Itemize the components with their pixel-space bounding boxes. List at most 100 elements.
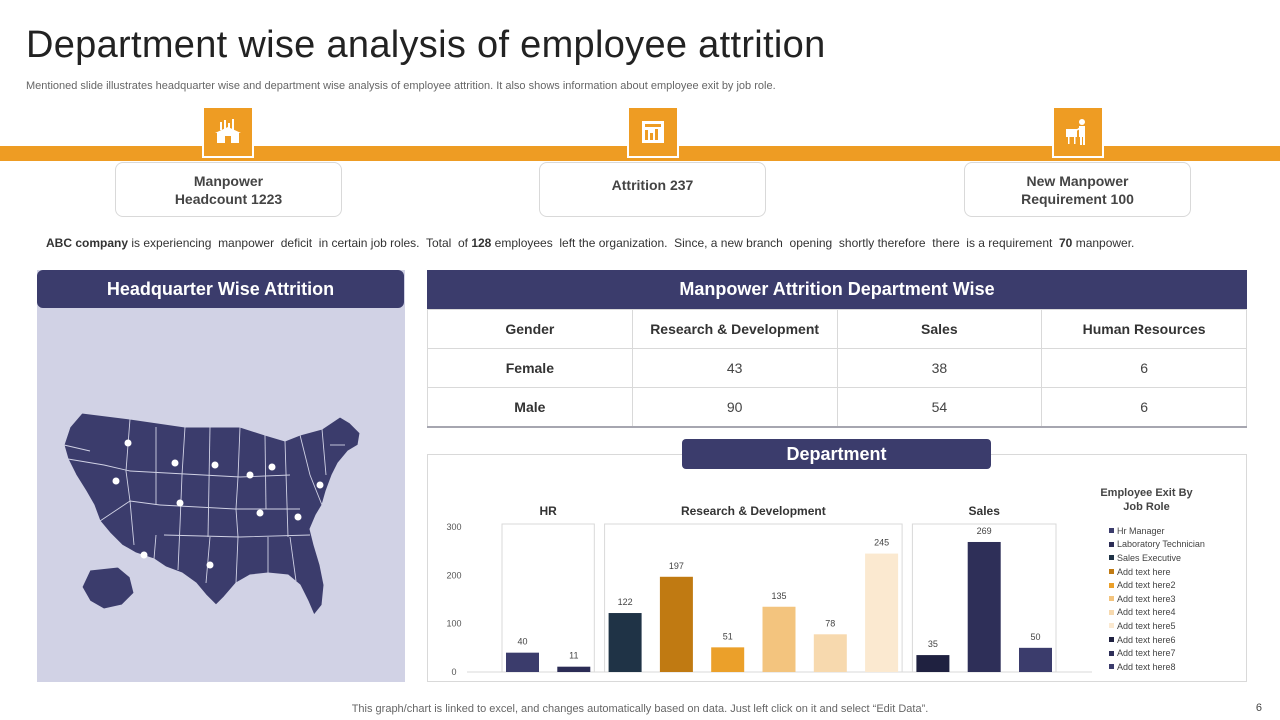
stat-requirement-line1: New Manpower <box>1026 172 1129 189</box>
y-tick-label: 300 <box>446 522 461 532</box>
legend-label: Add text here7 <box>1117 648 1176 659</box>
legend-item: Add text here8 <box>1109 660 1244 674</box>
chart-data-label: 11 <box>569 651 578 661</box>
table-cell: 6 <box>1041 387 1247 428</box>
chart-group-label: Sales <box>969 504 1001 518</box>
y-tick-label: 200 <box>446 570 461 580</box>
table-cell: 90 <box>631 387 838 428</box>
legend-label: Add text here5 <box>1117 620 1176 631</box>
table-cell: 54 <box>836 387 1043 428</box>
chart-bar <box>1019 647 1052 672</box>
legend-label: Hr Manager <box>1117 525 1165 536</box>
summary-text-2: employees left the organization. Since, … <box>491 236 1059 250</box>
legend-swatch <box>1109 541 1114 547</box>
summary-company: ABC company <box>46 236 129 250</box>
summary-left-count: 128 <box>471 236 492 250</box>
legend-item: Sales Executive <box>1109 551 1244 565</box>
chart-group-label: HR <box>539 504 557 518</box>
summary-text-3: manpower. <box>1072 236 1135 250</box>
chart-data-label: 122 <box>618 597 633 607</box>
chart-bar <box>813 634 847 672</box>
stat-headcount-line1: Manpower <box>193 172 264 189</box>
legend-swatch <box>1109 596 1114 602</box>
chart-bar <box>557 666 591 672</box>
y-tick-label: 0 <box>451 667 456 677</box>
legend-items: Hr Manager Laboratory Technician Sales Exe… <box>1109 524 1244 674</box>
table-cell: 6 <box>1041 348 1247 388</box>
chart-bar <box>762 606 796 672</box>
legend-swatch <box>1109 623 1114 629</box>
chart-data-label: 35 <box>928 639 938 649</box>
legend-swatch <box>1109 650 1114 656</box>
table-col-rd: Research & Development <box>631 309 838 349</box>
presenter-board-icon <box>1066 119 1085 145</box>
legend-label: Laboratory Technician <box>1117 539 1205 550</box>
stat-icon-box-headcount <box>202 106 254 158</box>
chart-data-label: 269 <box>977 526 992 536</box>
table-header-row: Gender Research & Development Sales Huma… <box>427 309 1247 349</box>
department-bar-chart: 0 100 200 300 HR Research & Development Sales 4… <box>446 504 1092 677</box>
legend-item: Laboratory Technician <box>1109 538 1244 552</box>
legend-item: Hr Manager <box>1109 524 1244 538</box>
table-cell-female: Female <box>427 348 633 388</box>
chart-bar <box>865 553 899 672</box>
stat-icon-box-attrition <box>627 106 679 158</box>
table-col-sales: Sales <box>836 309 1043 349</box>
legend-item: Add text here7 <box>1109 646 1244 660</box>
chart-legend: Employee Exit By Job Role Hr Manager Labo… <box>1094 486 1244 674</box>
chart-data-label: 78 <box>825 618 835 628</box>
legend-swatch <box>1109 555 1114 561</box>
stat-card-headcount: Manpower Headcount 1223 <box>115 162 342 217</box>
summary-text-1: is experiencing manpower deficit in cert… <box>128 236 472 250</box>
table-col-gender: Gender <box>427 309 633 349</box>
chart-bar <box>608 613 642 672</box>
table-row: Female 43 38 6 <box>427 348 1247 388</box>
chart-data-label: 245 <box>874 538 889 548</box>
stat-attrition-line1: Attrition 237 <box>611 176 694 193</box>
hq-panel-header: Headquarter Wise Attrition <box>37 270 404 308</box>
legend-swatch <box>1109 569 1114 575</box>
page-number: 6 <box>1255 702 1262 714</box>
legend-item: Add text here <box>1109 565 1244 579</box>
table-row: Male 90 54 6 <box>427 387 1247 428</box>
chart-data-label: 40 <box>517 637 527 647</box>
stat-headcount-line2: Headcount 1223 <box>174 190 283 207</box>
legend-label: Add text here <box>1117 566 1171 577</box>
legend-label: Add text here3 <box>1117 593 1176 604</box>
chart-group-box <box>501 523 595 673</box>
chart-bar <box>916 655 950 672</box>
legend-label: Add text here6 <box>1117 634 1176 645</box>
legend-swatch <box>1109 664 1114 670</box>
chart-group-label: Research & Development <box>681 504 826 518</box>
legend-item: Add text here5 <box>1109 619 1244 633</box>
legend-swatch <box>1109 637 1114 643</box>
legend-label: Add text here2 <box>1117 580 1176 591</box>
building-chart-icon <box>642 121 664 143</box>
chart-bar <box>967 541 1001 672</box>
table-col-hr: Human Resources <box>1041 309 1247 349</box>
chart-data-label: 197 <box>669 561 684 571</box>
legend-swatch <box>1109 609 1114 615</box>
department-chart-frame <box>427 454 1247 682</box>
table-cell: 43 <box>631 348 838 388</box>
department-attrition-table: Gender Research & Development Sales Huma… <box>427 309 1247 428</box>
chart-data-label: 50 <box>1030 632 1040 642</box>
table-cell: 38 <box>836 348 1043 388</box>
chart-data-label: 51 <box>723 631 733 641</box>
chart-bar <box>659 576 693 672</box>
warehouse-chart-icon <box>215 119 241 143</box>
chart-bar <box>711 647 745 672</box>
legend-label: Add text here4 <box>1117 607 1176 618</box>
table-cell-male: Male <box>427 387 633 428</box>
legend-item: Add text here3 <box>1109 592 1244 606</box>
chart-bar <box>506 652 539 672</box>
legend-item: Add text here6 <box>1109 633 1244 647</box>
chart-data-label: 135 <box>771 591 786 601</box>
stat-card-attrition: Attrition 237 <box>539 162 766 217</box>
stat-requirement-line2: Requirement 100 <box>1021 190 1134 207</box>
slide-title: Department wise analysis of employee att… <box>26 24 826 66</box>
legend-item: Add text here4 <box>1109 606 1244 620</box>
stat-card-requirement: New Manpower Requirement 100 <box>964 162 1191 217</box>
legend-title: Employee Exit By Job Role <box>1100 487 1193 513</box>
legend-label: Add text here8 <box>1117 661 1176 672</box>
